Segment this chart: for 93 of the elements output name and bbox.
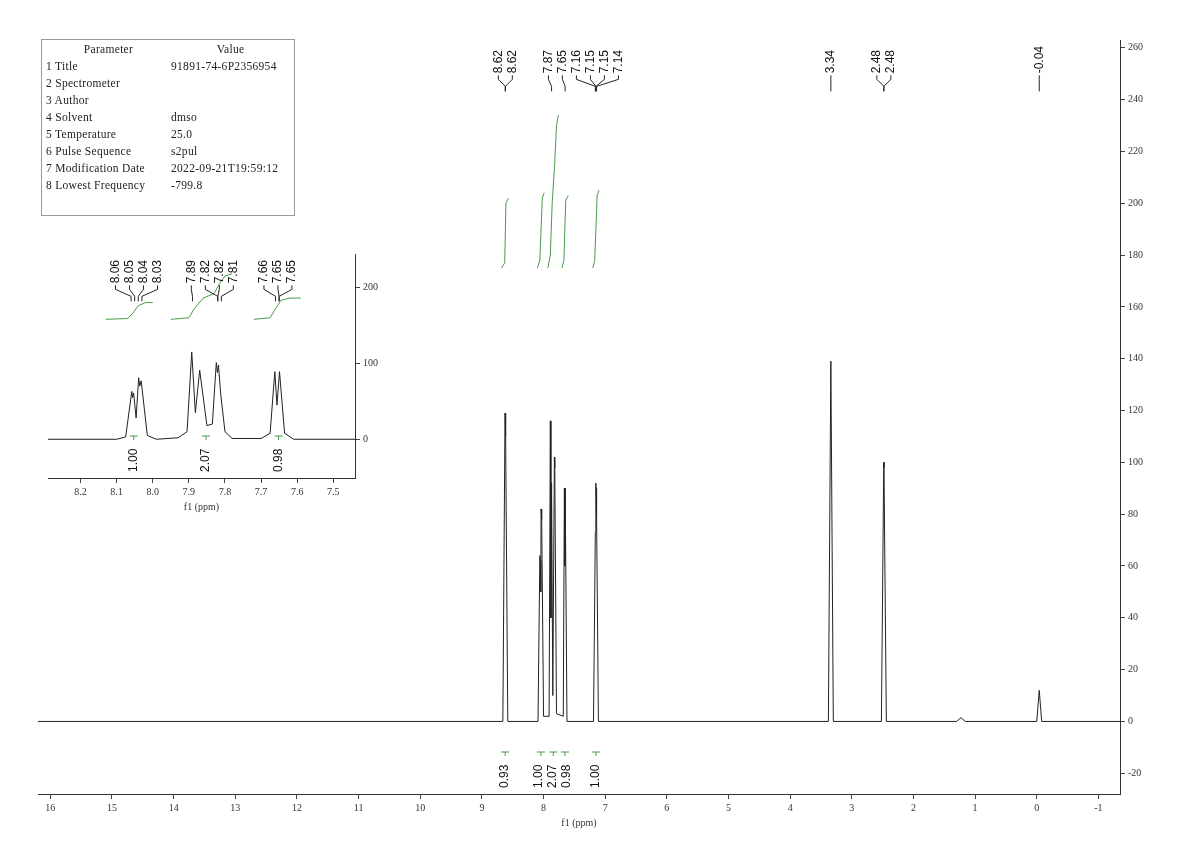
y-tick-label: 120 [1128, 404, 1143, 416]
annotation: 7.65 [284, 259, 299, 284]
x-tick-label: 6 [664, 801, 670, 813]
y-tick-label: 160 [1128, 300, 1143, 312]
y-tick-label: 200 [1128, 196, 1143, 208]
annotation: 2.07 [545, 764, 560, 788]
x-tick-label: -1 [1094, 801, 1103, 813]
annotation: 7 Modification Date [46, 162, 146, 176]
annotation: 7.65 [270, 259, 285, 284]
y-tick-label: 240 [1128, 93, 1143, 105]
x-axis-title: f1 (ppm) [183, 500, 220, 513]
annotation: 1.00 [531, 764, 546, 788]
x-tick-label: 7.9 [182, 485, 196, 497]
annotation: 0.93 [497, 764, 512, 788]
y-tick-label: -20 [1128, 766, 1142, 778]
y-tick-label: 80 [1128, 507, 1138, 519]
x-tick-label: 10 [415, 801, 426, 813]
x-tick-label: 7.5 [327, 485, 340, 497]
annotation: 7.16 [568, 49, 583, 74]
y-tick-label: 180 [1128, 248, 1143, 260]
y-tick-label: 20 [1128, 663, 1138, 675]
x-tick-label: 8.0 [146, 485, 159, 497]
annotation: 2.48 [883, 49, 898, 74]
annotation: 2 Spectrometer [46, 77, 122, 91]
annotation: 6 Pulse Sequence [46, 145, 133, 159]
annotation: 8.04 [135, 259, 150, 284]
y-tick-label: 220 [1128, 145, 1143, 157]
x-tick-label: 5 [726, 801, 732, 813]
annotation: 7.66 [256, 259, 271, 284]
x-tick-label: 1 [972, 801, 978, 813]
annotation: 91891-74-6P2356954 [171, 60, 278, 74]
x-tick-label: 7.6 [290, 485, 304, 497]
x-tick-label: 3 [849, 801, 855, 813]
annotation: 7.14 [610, 49, 625, 74]
annotation: 8.62 [504, 49, 519, 74]
annotation: 7.15 [582, 49, 597, 74]
y-tick-label: 260 [1128, 41, 1143, 53]
annotation: 7.89 [183, 259, 198, 284]
x-tick-label: 11 [353, 801, 364, 813]
annotation: 4 Solvent [46, 111, 94, 125]
annotation: 0.98 [559, 764, 574, 788]
x-tick-label: 15 [106, 801, 117, 813]
x-tick-label: 8 [541, 801, 547, 813]
x-tick-label: 13 [230, 801, 241, 813]
annotation: 0.98 [270, 448, 285, 472]
annotation: dmso [171, 111, 199, 125]
annotation: Parameter [82, 43, 135, 57]
x-tick-label: 14 [168, 801, 179, 813]
annotation: 5 Temperature [46, 128, 118, 142]
annotation: 3.34 [823, 49, 838, 74]
annotation: 8.03 [149, 259, 164, 284]
annotation: 8.05 [121, 259, 136, 284]
annotation: 7.65 [554, 49, 569, 74]
annotation: 1.00 [588, 764, 603, 788]
annotation: Value [215, 43, 246, 57]
y-tick-label: 60 [1128, 559, 1138, 571]
x-tick-label: 4 [787, 801, 793, 813]
annotation: 7.82 [197, 259, 212, 284]
annotation: 1.00 [126, 448, 141, 472]
annotation: 2.07 [198, 448, 213, 472]
x-tick-label: 12 [291, 801, 302, 813]
annotation: 2.48 [869, 49, 884, 74]
y-tick-label: 0 [363, 432, 368, 444]
annotation: 8.62 [490, 49, 505, 74]
annotation: -799.8 [171, 179, 204, 193]
annotation: 1 Title [46, 60, 79, 74]
y-tick-label: 40 [1128, 611, 1138, 623]
annotation: 8.06 [107, 259, 122, 284]
annotation: 7.82 [211, 259, 226, 284]
x-axis-title: f1 (ppm) [561, 816, 597, 829]
x-tick-label: 7 [602, 801, 608, 813]
annotation: 7.15 [596, 49, 611, 74]
y-tick-label: 100 [363, 356, 378, 368]
y-tick-label: 200 [363, 281, 378, 293]
y-tick-label: 100 [1128, 455, 1143, 467]
annotation: 7.81 [225, 259, 240, 284]
x-tick-label: 2 [910, 801, 916, 813]
annotation: 25.0 [171, 128, 194, 142]
y-tick-label: 140 [1128, 352, 1143, 364]
x-tick-label: 0 [1034, 801, 1040, 813]
annotation: 3 Author [46, 94, 90, 108]
x-tick-label: 7.8 [218, 485, 232, 497]
annotation: 8 Lowest Frequency [46, 179, 147, 193]
x-tick-label: 9 [479, 801, 485, 813]
x-tick-label: 8.1 [110, 485, 123, 497]
x-tick-label: 7.7 [254, 485, 268, 497]
x-tick-label: 16 [45, 801, 56, 813]
annotation: -0.04 [1031, 45, 1046, 74]
annotation: 2022-09-21T19:59:12 [171, 162, 280, 176]
annotation: 7.87 [540, 49, 555, 74]
x-tick-label: 8.2 [74, 485, 87, 497]
annotation: s2pul [171, 145, 199, 159]
y-tick-label: 0 [1128, 715, 1133, 727]
